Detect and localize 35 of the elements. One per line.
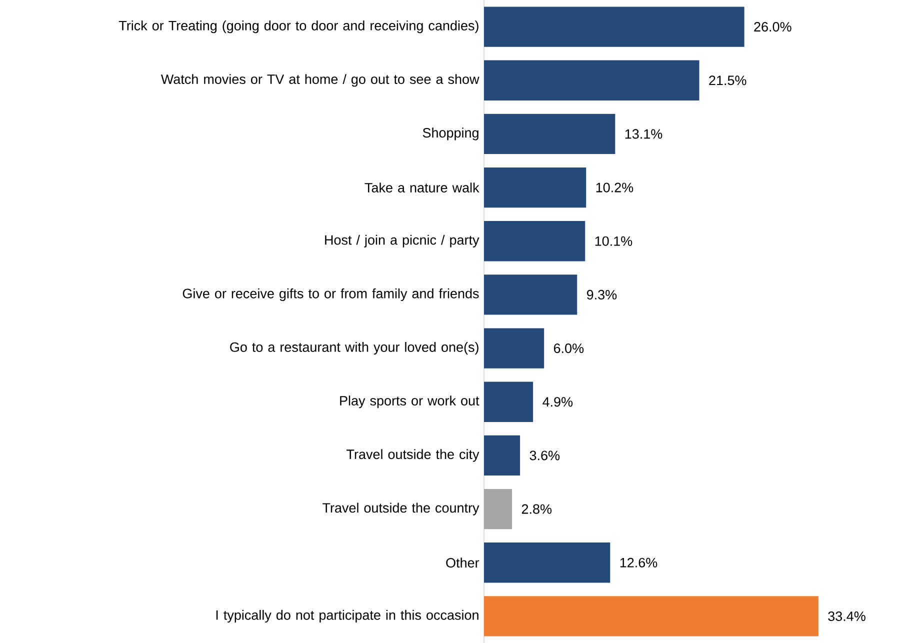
data-label: 26.0% [754, 22, 792, 32]
bar [484, 274, 578, 315]
y-tick-label: Shopping [422, 128, 478, 140]
bar [484, 596, 818, 636]
bar [484, 6, 744, 47]
data-label: 4.9% [542, 397, 573, 407]
y-tick-label: I typically do not participate in this occasion [216, 610, 478, 623]
y-tick-label: Host / join a picnic / party [325, 234, 480, 248]
bar [484, 114, 616, 154]
data-label: 12.6% [620, 558, 658, 568]
data-label: 13.1% [625, 129, 662, 139]
bar [484, 167, 586, 208]
data-label: 6.0% [554, 344, 584, 354]
y-tick-label: Go to a restaurant with your loved one(s) [230, 342, 478, 355]
y-tick-label: Play sports or work out [340, 396, 480, 408]
data-label: 2.8% [522, 504, 552, 514]
bar [484, 221, 586, 262]
data-label: 9.3% [586, 290, 617, 300]
y-tick-label: Take a nature walk [364, 182, 480, 192]
data-label: 21.5% [709, 76, 746, 86]
data-label: 10.2% [596, 182, 634, 192]
data-label: 33.4% [828, 611, 866, 621]
y-tick-label: Trick or Treating (going door to door and receiving candies) [118, 20, 478, 34]
data-label: 3.6% [530, 450, 560, 460]
y-tick-label: Give or receive gifts to or from family and friends [182, 288, 479, 301]
bar [484, 435, 520, 476]
y-tick-label: Other [446, 558, 480, 568]
bar [484, 542, 610, 583]
bar [484, 60, 700, 100]
y-tick-label: Travel outside the city [346, 449, 480, 462]
y-tick-label: Watch movies or TV at home / go out to see a show [160, 74, 480, 87]
data-label: 10.1% [595, 236, 632, 246]
y-tick-label: Travel outside the country [322, 502, 480, 516]
bar [484, 328, 544, 368]
bar [484, 382, 534, 422]
